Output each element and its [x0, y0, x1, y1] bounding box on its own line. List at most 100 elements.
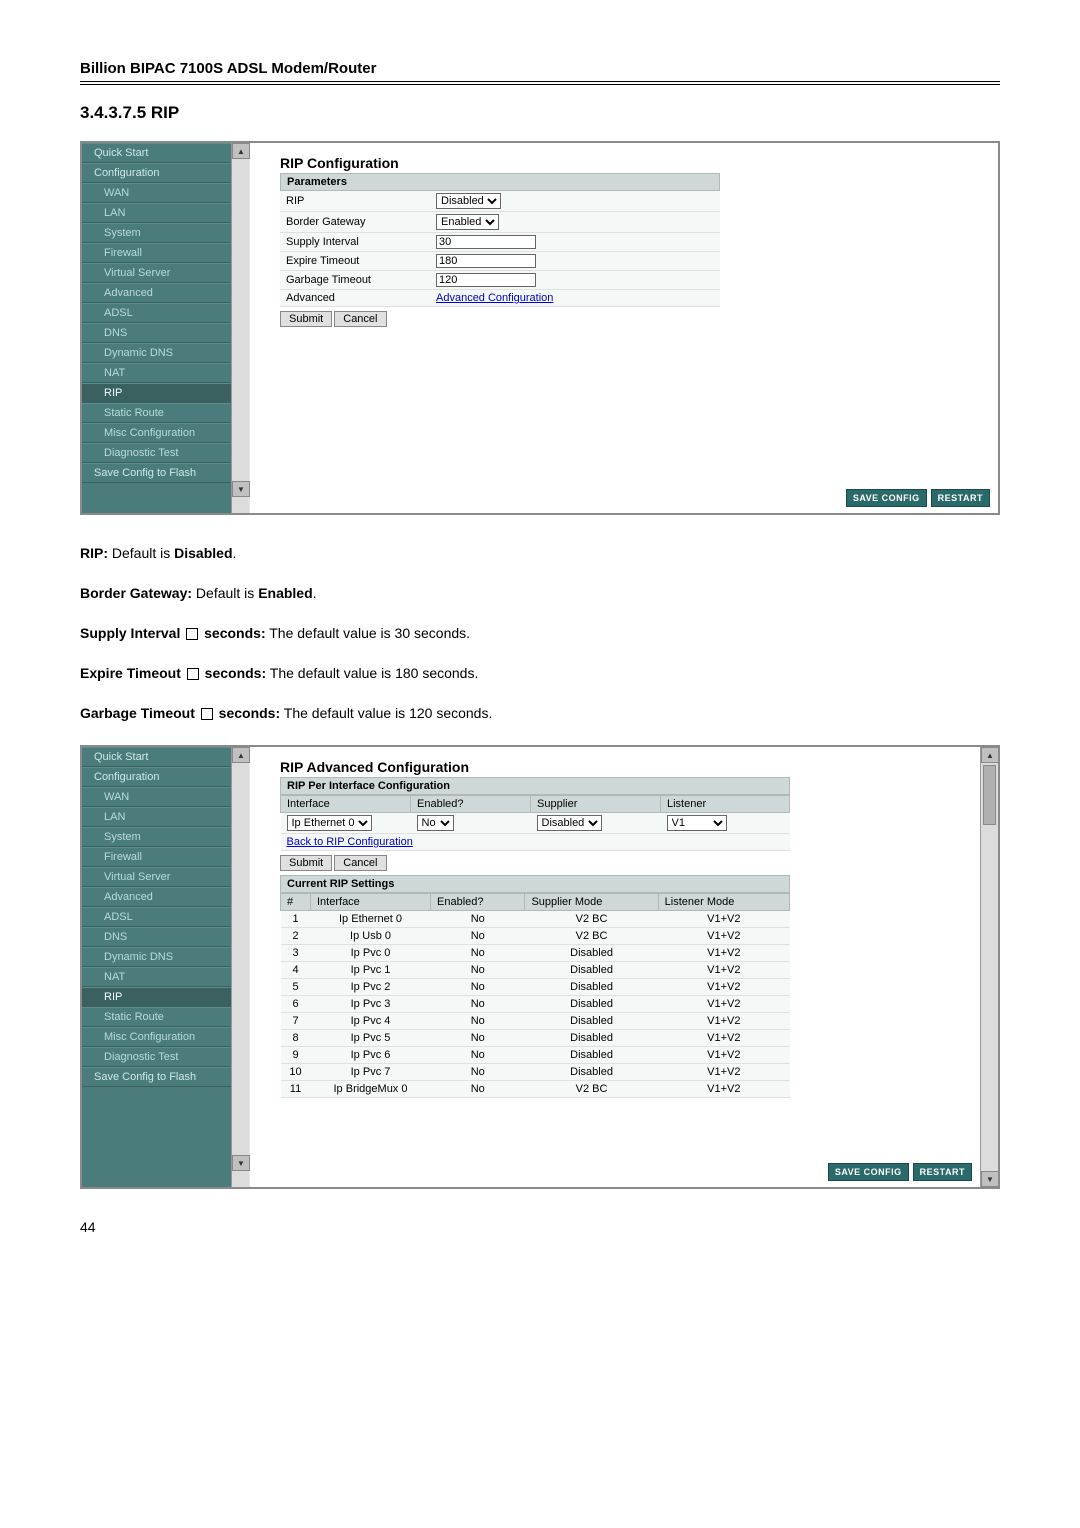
scroll-down-icon[interactable]: ▼ [232, 481, 250, 497]
param-label: Garbage Timeout [280, 271, 430, 290]
content-area: RIP Advanced Configuration RIP Per Inter… [250, 747, 998, 1187]
desc-supply: Supply Interval seconds: The default val… [80, 625, 1000, 641]
sidebar-item-dns[interactable]: DNS [82, 927, 231, 947]
expire-timeout-input[interactable] [436, 254, 536, 268]
panel-title: RIP Advanced Configuration [280, 759, 968, 775]
sidebar-item-virtual-server[interactable]: Virtual Server [82, 263, 231, 283]
sidebar-item-rip[interactable]: RIP [82, 987, 231, 1007]
sidebar-item-virtual-server[interactable]: Virtual Server [82, 867, 231, 887]
screenshot-rip-advanced: Quick StartConfigurationWANLANSystemFire… [80, 745, 1000, 1189]
advanced-config-link[interactable]: Advanced Configuration [436, 292, 553, 304]
sidebar-vscroll[interactable]: ▲ ▼ [231, 747, 249, 1187]
sidebar-item-diagnostic-test[interactable]: Diagnostic Test [82, 1047, 231, 1067]
sidebar-item-system[interactable]: System [82, 827, 231, 847]
sidebar-item-misc-configuration[interactable]: Misc Configuration [82, 423, 231, 443]
scroll-down-icon[interactable]: ▼ [981, 1171, 998, 1187]
sidebar-item-configuration[interactable]: Configuration [82, 767, 231, 787]
param-label: Supply Interval [280, 233, 430, 252]
table-row: 8Ip Pvc 5NoDisabledV1+V2 [281, 1030, 790, 1047]
table-row: 6Ip Pvc 3NoDisabledV1+V2 [281, 996, 790, 1013]
supply-interval-input[interactable] [436, 235, 536, 249]
sidebar: Quick StartConfigurationWANLANSystemFire… [82, 747, 232, 1187]
scroll-up-icon[interactable]: ▲ [981, 747, 998, 763]
scroll-up-icon[interactable]: ▲ [232, 143, 250, 159]
sidebar-item-rip[interactable]: RIP [82, 383, 231, 403]
param-label: Expire Timeout [280, 252, 430, 271]
sidebar-item-quick-start[interactable]: Quick Start [82, 143, 231, 163]
save-config-button[interactable]: SAVE CONFIG [828, 1163, 909, 1181]
garbage-timeout-input[interactable] [436, 273, 536, 287]
sidebar-item-wan[interactable]: WAN [82, 183, 231, 203]
submit-button[interactable]: Submit [280, 855, 332, 871]
sidebar-item-save-config-to-flash[interactable]: Save Config to Flash [82, 463, 231, 483]
sidebar-item-adsl[interactable]: ADSL [82, 907, 231, 927]
col-interface: Interface [281, 796, 411, 813]
interface-select[interactable]: Ip Ethernet 0 [287, 815, 372, 831]
sidebar-item-adsl[interactable]: ADSL [82, 303, 231, 323]
sidebar-item-diagnostic-test[interactable]: Diagnostic Test [82, 443, 231, 463]
submit-button[interactable]: Submit [280, 311, 332, 327]
col-listener-mode: Listener Mode [658, 894, 789, 911]
cancel-button[interactable]: Cancel [334, 311, 386, 327]
scroll-down-icon[interactable]: ▼ [232, 1155, 250, 1171]
sidebar-item-advanced[interactable]: Advanced [82, 887, 231, 907]
scroll-thumb[interactable] [983, 765, 996, 825]
table-row: 10Ip Pvc 7NoDisabledV1+V2 [281, 1064, 790, 1081]
sidebar-item-static-route[interactable]: Static Route [82, 1007, 231, 1027]
panel-subhead-settings: Current RIP Settings [280, 875, 790, 893]
panel-subhead-interface: RIP Per Interface Configuration [280, 777, 790, 795]
sidebar-item-configuration[interactable]: Configuration [82, 163, 231, 183]
screenshot-rip-config: Quick StartConfigurationWANLANSystemFire… [80, 141, 1000, 515]
restart-button[interactable]: RESTART [931, 489, 990, 507]
col-supplier: Supplier [531, 796, 661, 813]
col--: # [281, 894, 311, 911]
desc-border: Border Gateway: Default is Enabled. [80, 585, 1000, 601]
sidebar-item-lan[interactable]: LAN [82, 807, 231, 827]
settings-table: #InterfaceEnabled?Supplier ModeListener … [280, 893, 790, 1098]
desc-garbage: Garbage Timeout seconds: The default val… [80, 705, 1000, 721]
sidebar-item-nat[interactable]: NAT [82, 363, 231, 383]
param-label: RIP [280, 191, 430, 212]
sidebar-item-nat[interactable]: NAT [82, 967, 231, 987]
sidebar-item-advanced[interactable]: Advanced [82, 283, 231, 303]
scroll-up-icon[interactable]: ▲ [232, 747, 250, 763]
col-interface: Interface [311, 894, 431, 911]
panel-title: RIP Configuration [280, 155, 978, 171]
back-link[interactable]: Back to RIP Configuration [287, 836, 413, 848]
param-table: RIPDisabledBorder GatewayEnabledSupply I… [280, 191, 720, 307]
listener-select[interactable]: V1 [667, 815, 727, 831]
sidebar-item-wan[interactable]: WAN [82, 787, 231, 807]
desc-rip: RIP: Default is Disabled. [80, 545, 1000, 561]
sidebar-item-save-config-to-flash[interactable]: Save Config to Flash [82, 1067, 231, 1087]
restart-button[interactable]: RESTART [913, 1163, 972, 1181]
sidebar-item-firewall[interactable]: Firewall [82, 243, 231, 263]
supplier-select[interactable]: Disabled [537, 815, 602, 831]
sidebar-item-firewall[interactable]: Firewall [82, 847, 231, 867]
table-row: 4Ip Pvc 1NoDisabledV1+V2 [281, 962, 790, 979]
sidebar-vscroll[interactable]: ▲ ▼ [231, 143, 249, 513]
sidebar-item-quick-start[interactable]: Quick Start [82, 747, 231, 767]
sidebar-item-dynamic-dns[interactable]: Dynamic DNS [82, 947, 231, 967]
checkbox-icon [201, 708, 213, 720]
param-label: Advanced [280, 290, 430, 307]
page-number: 44 [80, 1219, 1000, 1235]
border-gateway-select[interactable]: Enabled [436, 214, 499, 230]
sidebar-item-dns[interactable]: DNS [82, 323, 231, 343]
rip-select[interactable]: Disabled [436, 193, 501, 209]
panel-subhead: Parameters [280, 173, 720, 191]
sidebar-item-system[interactable]: System [82, 223, 231, 243]
table-row: 1Ip Ethernet 0NoV2 BCV1+V2 [281, 911, 790, 928]
save-config-button[interactable]: SAVE CONFIG [846, 489, 927, 507]
sidebar-item-misc-configuration[interactable]: Misc Configuration [82, 1027, 231, 1047]
sidebar-item-dynamic-dns[interactable]: Dynamic DNS [82, 343, 231, 363]
sidebar-item-lan[interactable]: LAN [82, 203, 231, 223]
table-row: 2Ip Usb 0NoV2 BCV1+V2 [281, 928, 790, 945]
sidebar-item-static-route[interactable]: Static Route [82, 403, 231, 423]
sidebar: Quick StartConfigurationWANLANSystemFire… [82, 143, 232, 513]
col-listener: Listener [661, 796, 790, 813]
cancel-button[interactable]: Cancel [334, 855, 386, 871]
content-vscroll[interactable]: ▲ ▼ [980, 747, 998, 1187]
desc-expire: Expire Timeout seconds: The default valu… [80, 665, 1000, 681]
enabled-select[interactable]: No [417, 815, 454, 831]
table-row: 11Ip BridgeMux 0NoV2 BCV1+V2 [281, 1081, 790, 1098]
